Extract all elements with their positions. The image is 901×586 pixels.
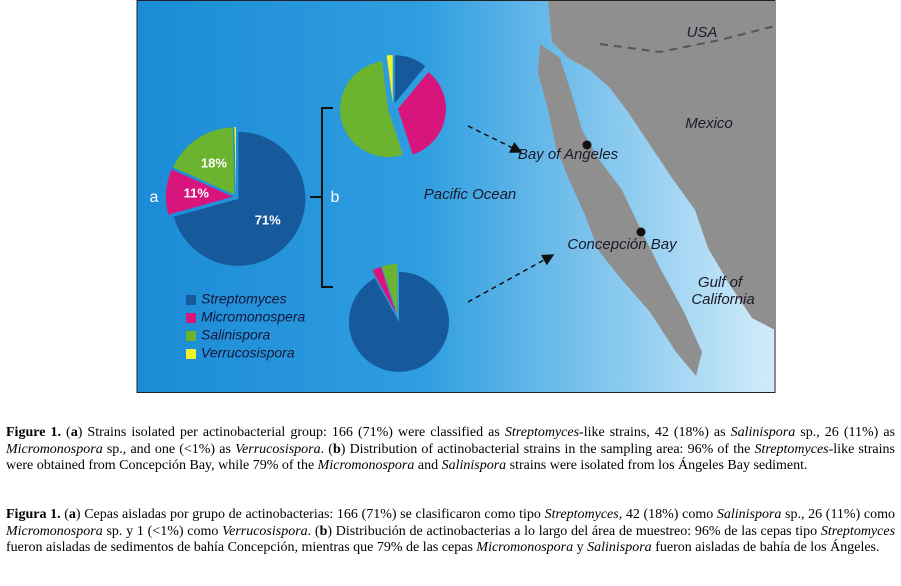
caption-run: sp. y 1 (<1%) como <box>102 523 223 539</box>
caption-run: ( <box>60 507 69 522</box>
map-label: Mexico <box>685 115 733 132</box>
caption-run: sp., 26 (11%) como <box>781 507 895 522</box>
caption-es: Figura 1. (a) Cepas aisladas por grupo d… <box>6 507 895 557</box>
caption-run: Streptomyces <box>754 441 829 457</box>
map-label: Gulf of <box>698 274 744 291</box>
caption-run: sp., 26 (11%) as <box>795 425 896 440</box>
caption-run: fueron aisladas de sedimentos de bahía C… <box>6 540 477 555</box>
arrow <box>467 254 555 303</box>
pie-slice <box>372 266 397 315</box>
caption-run: Verrucosispora <box>222 523 308 539</box>
legend-swatch <box>186 331 196 341</box>
value-label: 11% <box>184 185 210 200</box>
caption-run: -like strains were obtained from Concepc… <box>6 441 895 474</box>
map-label: Bay of Angeles <box>518 146 619 163</box>
bracket <box>310 107 333 288</box>
caption-run: b <box>332 441 341 457</box>
caption-run: Salinispora <box>587 540 652 555</box>
map-label: Concepción Bay <box>567 236 678 253</box>
legend-swatch <box>186 295 196 305</box>
legend-label: Salinispora <box>201 327 270 343</box>
caption-run: fueron aisladas de bahía de los Ángeles. <box>651 540 880 555</box>
caption-run: , 42 (18%) como <box>618 507 717 522</box>
value-label: 71% <box>255 213 281 228</box>
caption-run: Salinispora <box>716 507 782 522</box>
caption-run: ) Cepas aisladas por grupo de actinobact… <box>75 507 545 522</box>
map-label: USA <box>687 24 718 41</box>
caption-run: strains were isolated from los Ángeles B… <box>506 458 808 473</box>
caption-run: sp., and one (<1%) as <box>102 441 236 457</box>
figure: a b USA Mexico Bay of Angeles Pacific Oc… <box>136 0 776 393</box>
mainland <box>548 1 775 330</box>
panel-label: a <box>150 189 159 206</box>
pie-slice <box>340 61 403 158</box>
caption-run: Streptomyces <box>504 425 580 440</box>
caption-run: Figura 1. <box>6 507 61 522</box>
legend-swatch <box>186 313 196 323</box>
site-dot <box>582 140 592 150</box>
legend-label: Verrucosispora <box>201 345 295 361</box>
caption-run: a <box>68 507 76 522</box>
caption-run: . ( <box>307 523 320 539</box>
pie-slice <box>234 127 236 195</box>
arrow <box>467 125 523 153</box>
caption-run: Micromonospora <box>6 441 103 457</box>
caption-run: Verrucosispora <box>235 441 321 457</box>
baja-peninsula <box>538 44 702 376</box>
caption-run: Streptomyces <box>544 507 619 522</box>
map-label: California <box>691 291 754 308</box>
caption-run: Micromonospora <box>476 540 574 555</box>
value-label: 18% <box>201 155 227 170</box>
pie-slice <box>397 71 446 155</box>
caption-run: ) Distribución de actinobacterias a lo l… <box>327 523 821 539</box>
legend-swatch <box>186 349 196 359</box>
pie-slice <box>173 127 235 195</box>
pie-slice <box>173 131 306 266</box>
caption-run: Micromonospora <box>317 458 415 473</box>
pie-slice <box>386 55 393 104</box>
caption-run: Streptomyces <box>820 523 896 539</box>
pie-slice <box>166 169 234 215</box>
pie-slice <box>394 55 426 104</box>
caption-run: ( <box>60 425 71 440</box>
caption-run: Salinispora <box>441 458 507 473</box>
panel-label: b <box>331 189 340 206</box>
caption-run: and <box>414 458 442 473</box>
caption-run: ) Strains isolated per actinobacterial g… <box>77 425 505 440</box>
legend-label: Micromonospera <box>201 309 305 325</box>
caption-run: y <box>573 540 588 555</box>
legend-label: Streptomyces <box>201 291 287 307</box>
map-label: Pacific Ocean <box>424 186 517 203</box>
caption-run: -like strains, 42 (18%) as <box>579 425 731 440</box>
caption-run: . ( <box>320 441 333 457</box>
caption-run: Figure 1. <box>6 425 61 440</box>
caption-run: Salinispora <box>730 425 796 440</box>
caption-run: Micromonospora <box>6 523 103 539</box>
pie-slice <box>348 271 449 372</box>
site-dot <box>636 227 646 237</box>
caption-run: a <box>70 425 78 440</box>
caption-run: b <box>319 523 328 539</box>
caption-run: ) Distribution of actinobacterial strain… <box>340 441 755 457</box>
pie-slice <box>381 264 398 315</box>
border <box>599 25 776 54</box>
caption-en: Figure 1. (a) Strains isolated per actin… <box>6 425 895 475</box>
